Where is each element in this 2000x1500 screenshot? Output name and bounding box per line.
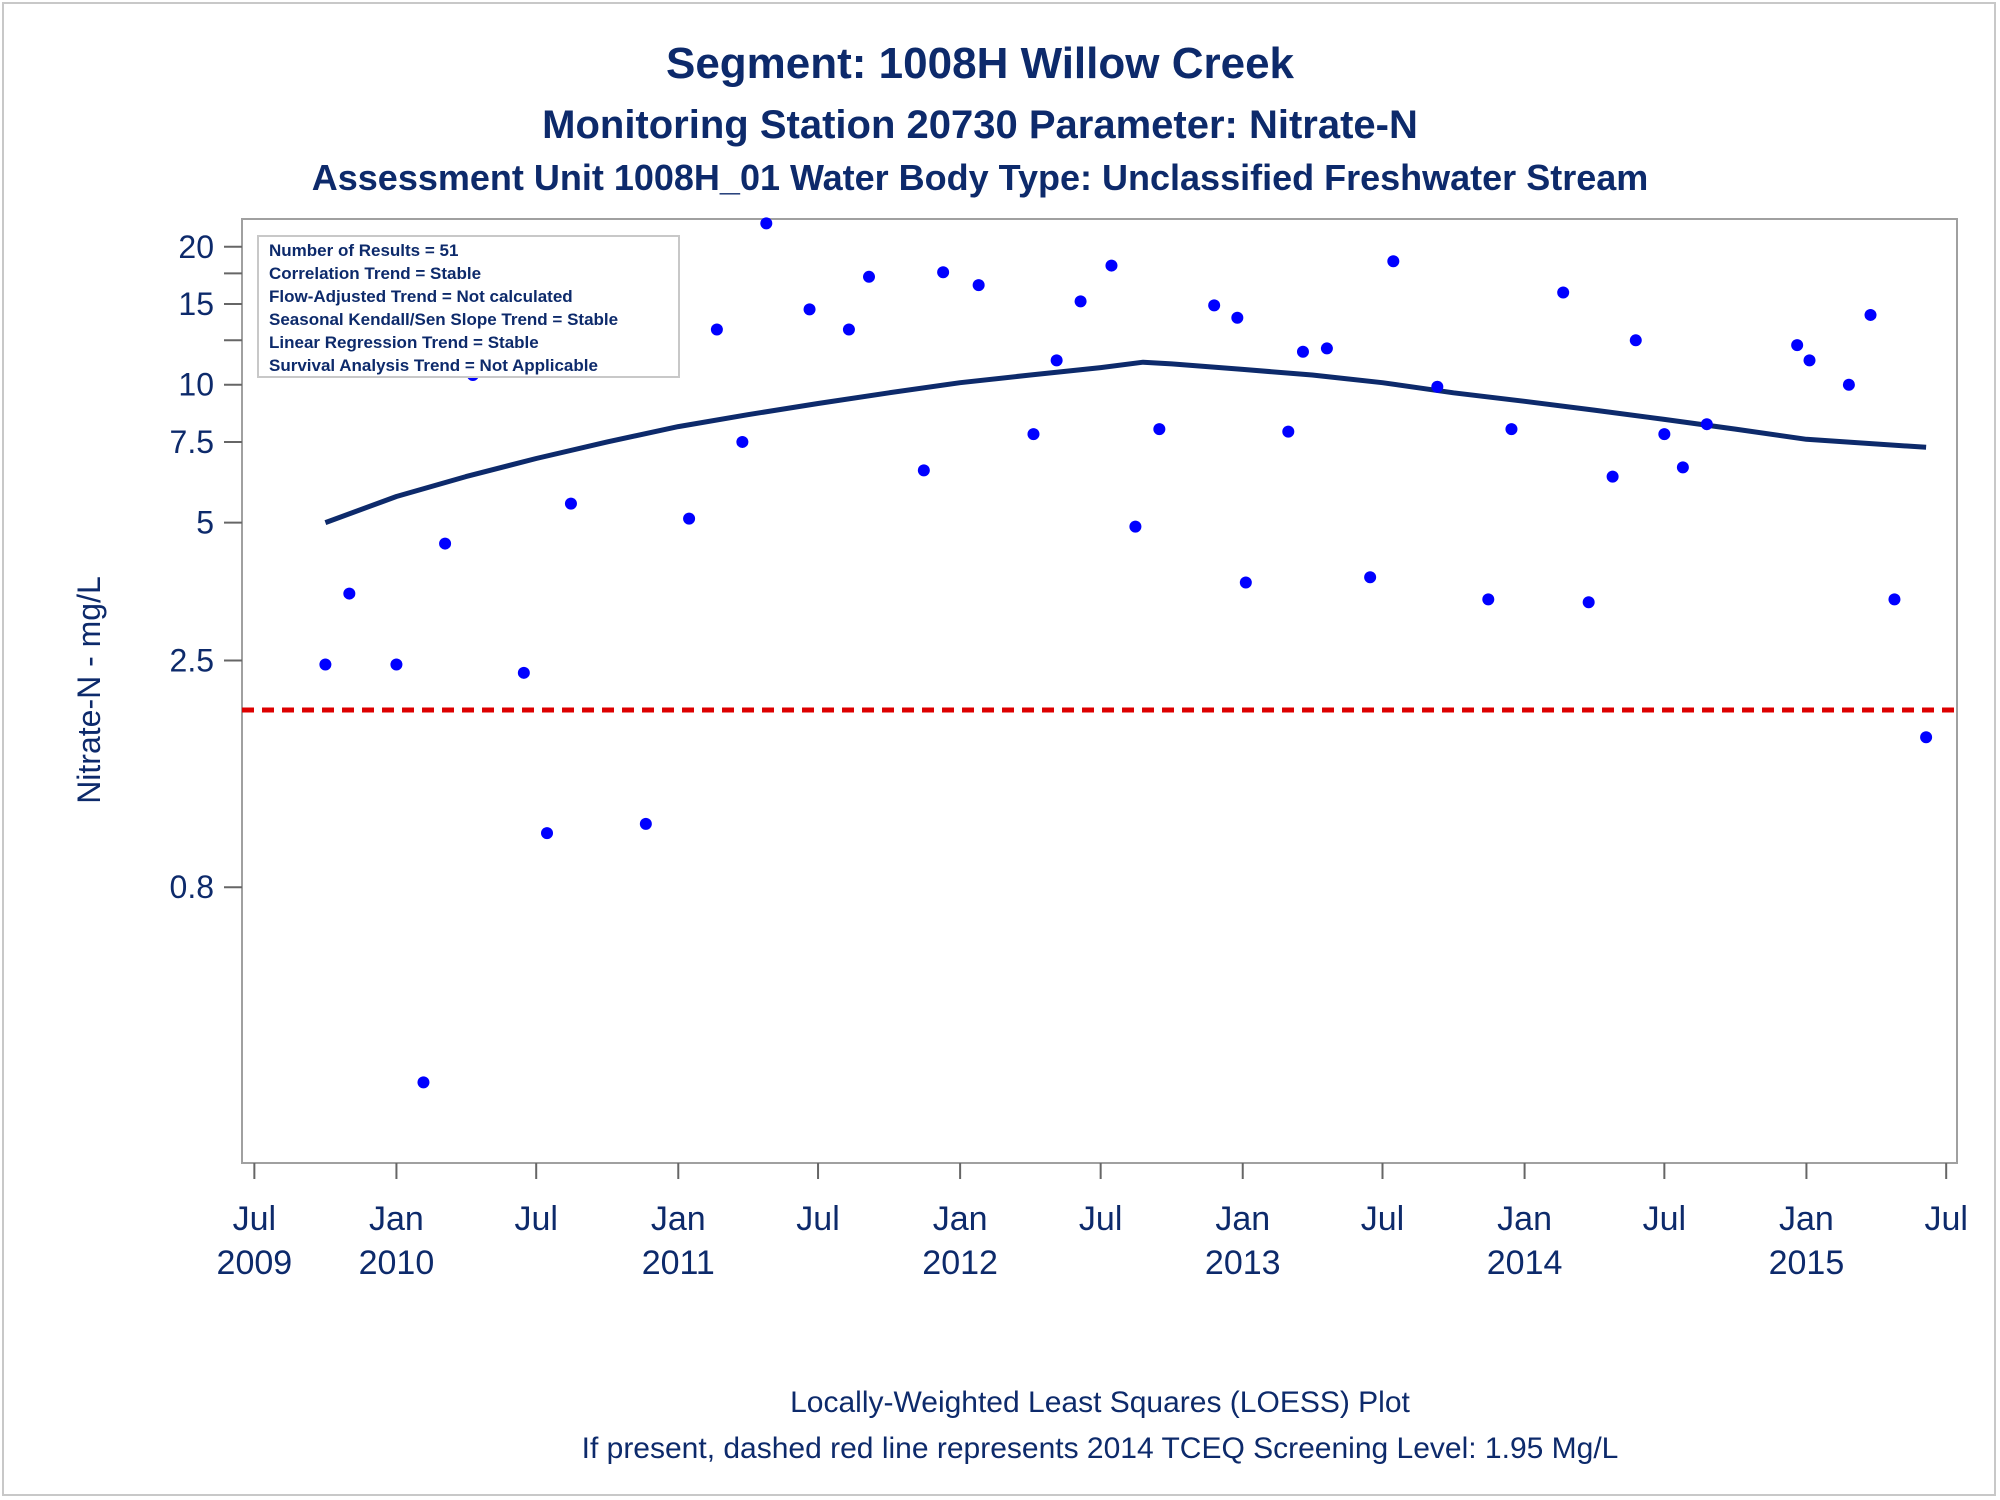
chart-title: Segment: 1008H Willow Creek bbox=[666, 39, 1295, 88]
x-tick-label: Jan bbox=[1497, 1200, 1552, 1238]
data-point bbox=[1027, 428, 1040, 441]
data-point bbox=[1676, 461, 1689, 474]
data-point bbox=[1629, 334, 1642, 347]
stats-box: Number of Results = 51 Correlation Trend… bbox=[257, 235, 680, 378]
data-point bbox=[1582, 596, 1595, 609]
x-tick-label: Jan bbox=[1215, 1200, 1270, 1238]
data-point bbox=[803, 303, 816, 316]
data-point bbox=[1791, 339, 1804, 352]
data-point bbox=[390, 658, 403, 671]
data-point bbox=[937, 266, 950, 279]
data-point bbox=[1888, 593, 1901, 606]
data-point bbox=[683, 512, 696, 525]
x-tick-label: Jul bbox=[233, 1200, 276, 1238]
data-point bbox=[343, 587, 356, 600]
loess-line bbox=[324, 359, 1927, 525]
data-points-layer bbox=[319, 217, 1933, 1089]
data-point bbox=[319, 658, 332, 671]
footer-line-2: If present, dashed red line represents 2… bbox=[582, 1432, 1619, 1465]
data-point bbox=[1431, 380, 1444, 393]
data-point bbox=[1864, 308, 1877, 321]
data-point bbox=[1074, 295, 1087, 308]
data-point bbox=[863, 270, 876, 283]
footer-line-1: Locally-Weighted Least Squares (LOESS) P… bbox=[790, 1386, 1410, 1419]
data-point bbox=[439, 537, 452, 550]
y-axis: 20 15 10 7.5 5 2.5 0.8 bbox=[170, 229, 242, 905]
x-tick-year-label: 2010 bbox=[359, 1244, 435, 1282]
x-tick-label: Jul bbox=[1924, 1200, 1967, 1238]
data-point bbox=[1129, 520, 1142, 533]
data-point bbox=[1803, 354, 1816, 367]
plot-area bbox=[241, 218, 1958, 1164]
data-point bbox=[736, 435, 749, 448]
data-point bbox=[1231, 311, 1244, 324]
data-point bbox=[1505, 423, 1518, 436]
chart-subtitle: Monitoring Station 20730 Parameter: Nitr… bbox=[542, 103, 1418, 147]
data-point bbox=[1320, 342, 1333, 355]
x-tick-label: Jan bbox=[369, 1200, 424, 1238]
data-point bbox=[417, 1076, 430, 1089]
y-tick-label: 5 bbox=[196, 505, 214, 541]
x-tick-label: Jul bbox=[1643, 1200, 1686, 1238]
x-tick-year-label: 2011 bbox=[642, 1244, 715, 1282]
x-tick-year-label: 2012 bbox=[922, 1244, 998, 1282]
x-tick-label: Jul bbox=[796, 1200, 839, 1238]
data-point bbox=[1239, 576, 1252, 589]
stats-line-2: Correlation Trend = Stable bbox=[269, 264, 481, 283]
data-point bbox=[917, 464, 930, 477]
data-point bbox=[972, 279, 985, 292]
stats-line-5: Linear Regression Trend = Stable bbox=[269, 333, 539, 352]
x-tick-year-label: 2013 bbox=[1205, 1244, 1281, 1282]
data-point bbox=[1387, 255, 1400, 268]
data-point bbox=[1153, 423, 1166, 436]
x-axis: Jul 2009 Jan 2010 Jul Jan 2011 Jul Jan 2012 Jul Jan… bbox=[217, 1163, 1968, 1282]
y-axis-label: Nitrate-N - mg/L bbox=[71, 576, 107, 804]
data-point bbox=[760, 217, 773, 230]
data-point bbox=[1842, 378, 1855, 391]
x-tick-label: Jan bbox=[933, 1200, 988, 1238]
data-point bbox=[1700, 418, 1713, 431]
data-point bbox=[564, 497, 577, 510]
stats-box-border bbox=[257, 235, 680, 378]
data-point bbox=[1364, 571, 1377, 584]
y-tick-label: 10 bbox=[178, 367, 214, 403]
x-tick-year-label: 2015 bbox=[1769, 1244, 1845, 1282]
data-point bbox=[1606, 470, 1619, 483]
x-tick-label: Jul bbox=[514, 1200, 557, 1238]
data-point bbox=[1482, 593, 1495, 606]
data-point bbox=[1557, 286, 1570, 299]
x-tick-label: Jan bbox=[1779, 1200, 1834, 1238]
stats-line-3: Flow-Adjusted Trend = Not calculated bbox=[269, 287, 573, 306]
y-tick-label: 15 bbox=[178, 286, 214, 322]
data-point bbox=[541, 827, 554, 840]
x-tick-label: Jul bbox=[1361, 1200, 1404, 1238]
data-point bbox=[639, 817, 652, 830]
data-point bbox=[1296, 345, 1309, 358]
data-point bbox=[842, 323, 855, 336]
stats-line-6: Survival Analysis Trend = Not Applicable bbox=[269, 356, 598, 375]
data-point bbox=[710, 323, 723, 336]
y-tick-label: 20 bbox=[178, 229, 214, 265]
stats-line-1: Number of Results = 51 bbox=[269, 241, 458, 260]
data-point bbox=[1105, 259, 1118, 272]
y-tick-label: 2.5 bbox=[170, 643, 214, 679]
data-point bbox=[1208, 299, 1221, 312]
y-tick-label: 0.8 bbox=[170, 869, 214, 905]
x-tick-year-label: 2014 bbox=[1487, 1244, 1563, 1282]
x-tick-label: Jul bbox=[1079, 1200, 1122, 1238]
y-tick-label: 7.5 bbox=[170, 424, 214, 460]
loess-line-layer bbox=[324, 359, 1927, 525]
stats-line-4: Seasonal Kendall/Sen Slope Trend = Stabl… bbox=[269, 310, 618, 329]
chart-subtitle-2: Assessment Unit 1008H_01 Water Body Type… bbox=[312, 157, 1649, 198]
x-tick-label: Jan bbox=[651, 1200, 706, 1238]
data-point bbox=[1050, 354, 1063, 367]
data-point bbox=[1658, 428, 1671, 441]
x-tick-year-label: 2009 bbox=[217, 1244, 293, 1282]
data-point bbox=[517, 666, 530, 679]
data-point bbox=[1920, 731, 1933, 744]
data-point bbox=[1282, 425, 1295, 438]
